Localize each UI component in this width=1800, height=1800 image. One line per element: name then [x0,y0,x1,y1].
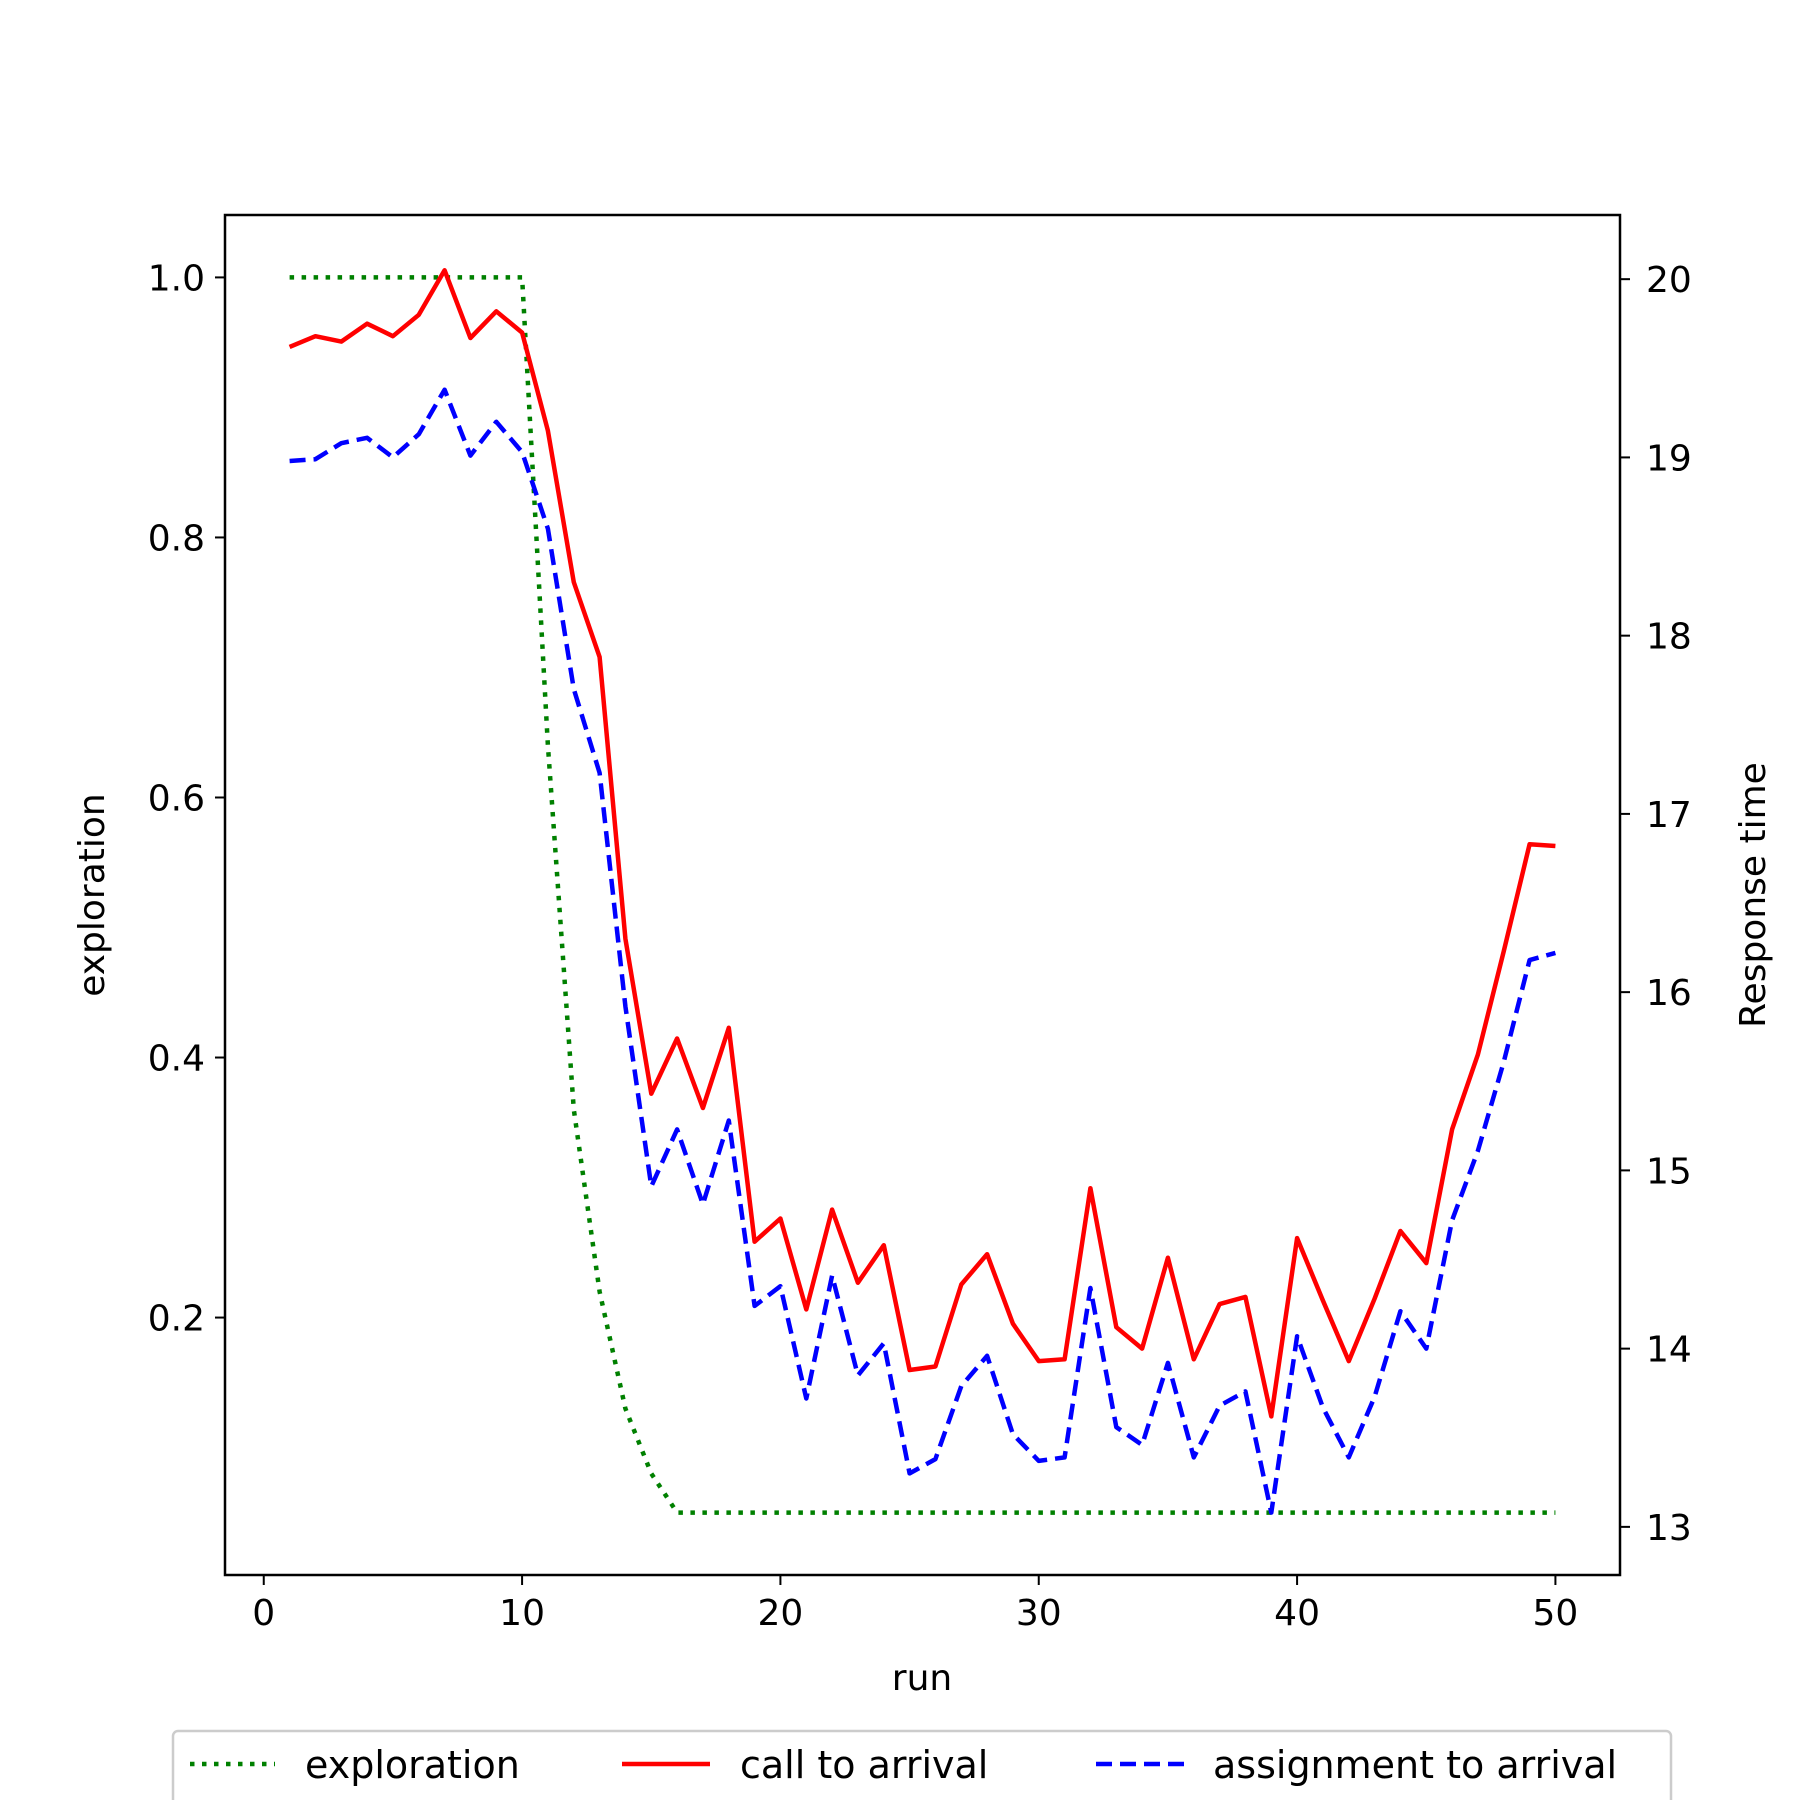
y2-tick-label: 13 [1646,1508,1692,1549]
x-tick-label: 10 [499,1593,545,1634]
y-axis-label: exploration [72,793,113,997]
y2-tick-label: 19 [1646,438,1692,479]
legend-label-call-to-arrival: call to arrival [740,1743,988,1787]
legend-frame [171,1729,1673,1800]
series-line-exploration [289,275,1556,1515]
y-tick-label: 1.0 [148,258,205,299]
y-tick-label: 0.4 [148,1039,205,1080]
legend: exploration call to arrival assignment t… [171,1729,1673,1800]
y2-tick-label: 15 [1646,1151,1692,1192]
series-line-call-to-arrival [288,268,1556,1419]
series-lines [288,268,1557,1515]
y2-tick-label: 14 [1646,1330,1692,1371]
x-axis-label: run [892,1658,952,1699]
x-axis: 0 10 20 30 40 50 [252,1575,1578,1634]
y-tick-label: 0.6 [148,778,205,819]
y-axis-left: 0.2 0.4 0.6 0.8 1.0 [148,258,225,1340]
x-tick-label: 50 [1533,1593,1579,1634]
y-tick-label: 0.8 [148,518,205,559]
y-axis-right: 13 14 15 16 17 18 19 20 [1620,260,1692,1549]
legend-label-assignment-to-arrival: assignment to arrival [1213,1743,1617,1787]
y-tick-label: 0.2 [148,1299,205,1340]
x-tick-label: 0 [252,1593,275,1634]
y2-tick-label: 20 [1646,260,1692,301]
series-line-assignment-to-arrival [289,387,1557,1515]
x-tick-label: 20 [758,1593,804,1634]
y2-tick-label: 18 [1646,617,1692,658]
legend-label-exploration: exploration [305,1743,520,1787]
plot-frame [223,213,1622,1577]
x-tick-label: 40 [1274,1593,1320,1634]
x-tick-label: 30 [1016,1593,1062,1634]
y2-tick-label: 16 [1646,973,1692,1014]
y2-axis-label: Response time [1733,762,1774,1028]
y2-tick-label: 17 [1646,795,1692,836]
